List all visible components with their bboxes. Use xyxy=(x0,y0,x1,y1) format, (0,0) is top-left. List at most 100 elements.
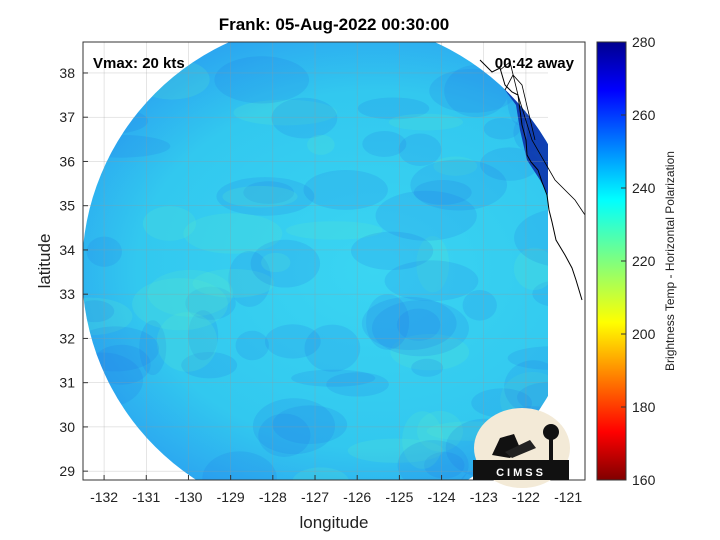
cold-patch xyxy=(181,352,238,379)
chart-title: Frank: 05-Aug-2022 00:30:00 xyxy=(219,15,450,34)
warm-patch xyxy=(417,410,463,452)
y-tick-label: 36 xyxy=(59,153,75,169)
y-tick-label: 31 xyxy=(59,375,75,391)
warm-patch xyxy=(347,438,444,463)
y-tick-label: 33 xyxy=(59,286,75,302)
cold-patch xyxy=(250,239,321,288)
cold-patch xyxy=(188,310,219,361)
x-tick-label: -132 xyxy=(90,489,118,505)
cold-patch xyxy=(252,398,336,455)
cold-patch xyxy=(83,300,115,323)
warm-patch xyxy=(233,99,338,126)
cold-patch xyxy=(462,290,497,321)
colorbar-tick-label: 200 xyxy=(632,326,656,342)
cold-patch xyxy=(361,296,457,351)
cold-patch xyxy=(362,131,407,157)
x-tick-label: -127 xyxy=(301,489,329,505)
cold-patch xyxy=(410,159,508,211)
warm-patch xyxy=(402,411,444,469)
warm-patch xyxy=(132,278,228,331)
x-tick-label: -121 xyxy=(554,489,582,505)
y-tick-label: 35 xyxy=(59,198,75,214)
y-tick-label: 30 xyxy=(59,419,75,435)
colorbar-ticks: 160 180 200 220 240 260 280 xyxy=(621,34,656,488)
warm-patch xyxy=(388,113,463,131)
y-tick-label: 37 xyxy=(59,109,75,125)
warm-patch xyxy=(156,312,218,372)
x-tick-label: -130 xyxy=(174,489,202,505)
cold-patch xyxy=(291,369,376,387)
warm-patch xyxy=(307,134,335,155)
colorbar-tick-label: 260 xyxy=(632,107,656,123)
warm-patch xyxy=(142,206,197,241)
warm-patch xyxy=(285,221,383,240)
cold-patch xyxy=(326,372,389,397)
x-axis-label: longitude xyxy=(299,513,368,532)
colorbar-tick-label: 180 xyxy=(632,399,656,415)
cold-patch xyxy=(185,286,236,320)
cold-patch xyxy=(272,405,348,445)
cold-patch xyxy=(235,330,269,361)
warm-patch xyxy=(513,247,555,291)
y-axis-label: latitude xyxy=(35,234,54,289)
y-axis: 29 30 31 32 33 34 35 36 37 38 xyxy=(59,65,88,479)
time-offset-annotation: 00:42 away xyxy=(495,55,575,72)
cold-patch xyxy=(303,169,388,210)
x-tick-label: -131 xyxy=(132,489,160,505)
cold-patch xyxy=(480,147,539,181)
x-tick-label: -122 xyxy=(512,489,540,505)
warm-patch xyxy=(147,269,234,317)
cold-patch xyxy=(397,440,469,480)
warm-patch xyxy=(390,333,470,371)
x-tick-label: -124 xyxy=(428,489,456,505)
cold-patch xyxy=(483,117,521,140)
coastline xyxy=(479,59,583,301)
cold-patch xyxy=(350,231,434,271)
cold-patch xyxy=(398,133,442,166)
cold-patch xyxy=(396,308,441,342)
plot-frame xyxy=(82,41,586,481)
warm-patch xyxy=(292,467,350,480)
cold-patch xyxy=(366,294,410,350)
logo-text: CIMSS xyxy=(496,467,546,479)
cold-patch xyxy=(372,300,469,357)
colorbar-label: Brightness Temp - Horizontal Polarizatio… xyxy=(663,151,677,371)
border-line xyxy=(499,61,585,216)
y-tick-label: 29 xyxy=(59,463,75,479)
warm-patch xyxy=(222,185,298,208)
cold-patch xyxy=(92,344,151,385)
vmax-annotation: Vmax: 20 kts xyxy=(93,55,185,72)
cold-patch xyxy=(413,180,472,205)
cold-patch xyxy=(202,451,277,480)
x-tick-label: -126 xyxy=(343,489,371,505)
x-axis: -132 -131 -130 -129 -128 -127 -126 -125 -124 -123… xyxy=(90,475,582,505)
cold-patch xyxy=(139,320,167,376)
y-tick-label: 32 xyxy=(59,330,75,346)
cimss-logo: CIMSS xyxy=(473,408,570,488)
cold-patch xyxy=(304,324,361,372)
cold-patch xyxy=(214,56,310,104)
x-tick-label: -123 xyxy=(470,489,498,505)
colorbar-tick-label: 160 xyxy=(632,472,656,488)
colorbar-tick-label: 240 xyxy=(632,180,656,196)
cold-patch xyxy=(423,452,465,479)
cold-patch xyxy=(216,177,315,216)
logo-band xyxy=(473,460,569,480)
colorbar-tick-label: 220 xyxy=(632,253,656,269)
cold-patch xyxy=(411,358,444,377)
cold-patch xyxy=(384,260,479,302)
cold-patch xyxy=(357,97,430,120)
x-tick-label: -128 xyxy=(259,489,287,505)
cold-patch xyxy=(258,413,311,457)
cold-patch xyxy=(264,324,321,359)
cold-patch xyxy=(375,190,477,241)
cold-patch xyxy=(271,97,338,139)
y-tick-label: 34 xyxy=(59,242,75,258)
warm-patch xyxy=(192,268,275,298)
warm-patch xyxy=(261,252,291,273)
x-tick-label: -129 xyxy=(217,489,245,505)
colorbar-tick-label: 280 xyxy=(632,34,656,50)
land-mask xyxy=(548,42,585,480)
